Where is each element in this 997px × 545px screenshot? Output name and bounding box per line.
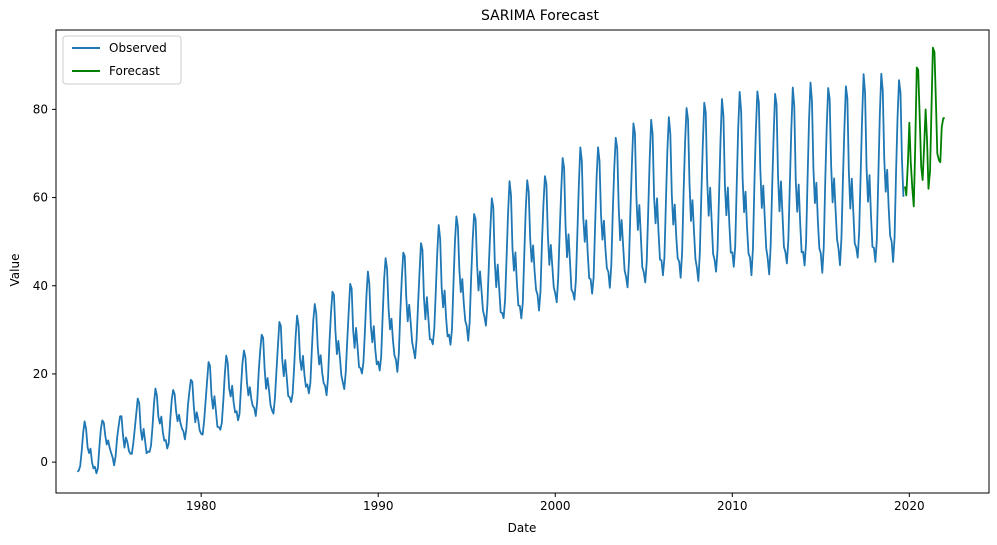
y-tick-label: 0 [40, 455, 48, 469]
x-tick-label: 1980 [186, 499, 217, 513]
y-tick-label: 60 [33, 191, 48, 205]
series-line-observed [76, 72, 905, 475]
chart-title: SARIMA Forecast [481, 8, 599, 24]
y-axis-ticks: 0 20 40 60 80 [33, 102, 56, 469]
y-tick-label: 80 [33, 102, 48, 116]
y-tick-label: 40 [33, 279, 48, 293]
x-tick-label: 2000 [540, 499, 571, 513]
series-line-forecast [904, 46, 945, 208]
x-axis-ticks: 1980 1990 2000 2010 2020 [186, 493, 925, 513]
plot-area [55, 29, 990, 494]
legend-label-observed: Observed [109, 41, 167, 55]
axes-frame [55, 29, 990, 494]
x-tick-label: 2020 [894, 499, 925, 513]
x-tick-label: 1990 [363, 499, 394, 513]
x-axis-label: Date [508, 521, 537, 535]
legend: Observed Forecast [62, 35, 182, 85]
y-axis-label: Value [8, 254, 22, 287]
y-tick-label: 20 [33, 367, 48, 381]
x-tick-label: 2010 [717, 499, 748, 513]
legend-label-forecast: Forecast [109, 64, 160, 78]
